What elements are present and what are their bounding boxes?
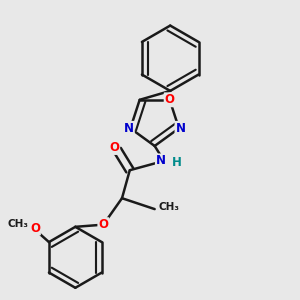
Text: CH₃: CH₃ xyxy=(158,202,179,212)
Text: H: H xyxy=(172,156,182,169)
Text: O: O xyxy=(30,222,40,235)
Text: N: N xyxy=(176,122,185,135)
Text: O: O xyxy=(165,93,175,106)
Text: N: N xyxy=(156,154,166,167)
Text: CH₃: CH₃ xyxy=(7,219,28,229)
Text: N: N xyxy=(124,122,134,135)
Text: O: O xyxy=(109,141,119,154)
Text: O: O xyxy=(98,218,108,231)
